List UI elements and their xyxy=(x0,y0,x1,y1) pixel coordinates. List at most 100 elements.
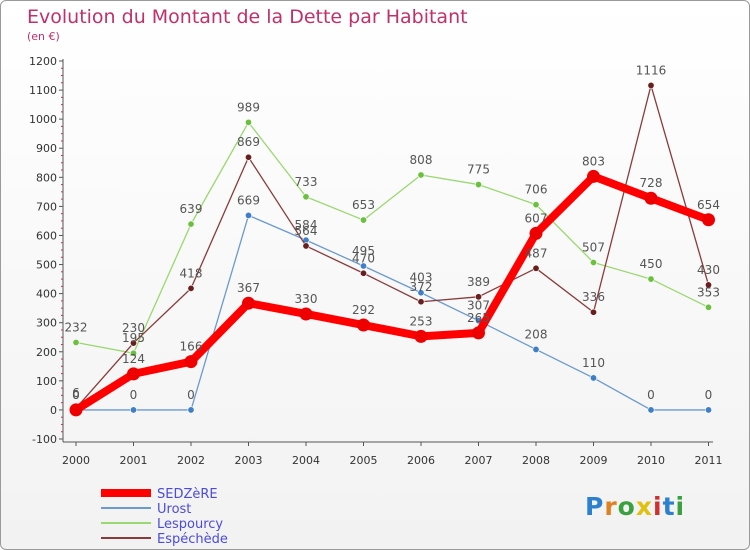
data-point xyxy=(414,329,428,343)
data-point xyxy=(589,308,597,316)
y-tick-label: 1000 xyxy=(29,113,57,126)
y-tick-label: 500 xyxy=(36,259,57,272)
data-label: 389 xyxy=(467,275,490,289)
data-point xyxy=(187,284,195,292)
data-label: 450 xyxy=(640,257,663,271)
data-label: 110 xyxy=(582,356,605,370)
data-label: 208 xyxy=(525,327,548,341)
y-tick-label: 1200 xyxy=(29,55,57,68)
data-point xyxy=(187,406,195,414)
data-point xyxy=(704,281,712,289)
data-label: 639 xyxy=(180,202,203,216)
data-point xyxy=(302,242,310,250)
axes xyxy=(62,59,713,443)
data-label: 403 xyxy=(410,271,433,285)
data-point xyxy=(704,303,712,311)
series-line-urost xyxy=(75,214,710,411)
data-point xyxy=(359,216,367,224)
data-label: 654 xyxy=(697,198,720,212)
data-point xyxy=(242,296,255,310)
data-label: 564 xyxy=(295,224,318,238)
data-label: 307 xyxy=(467,299,490,313)
logo-letter: o xyxy=(617,492,636,521)
data-label: 367 xyxy=(237,281,260,295)
y-tick-label: 600 xyxy=(36,229,57,242)
data-point xyxy=(130,406,138,414)
data-point xyxy=(69,403,83,417)
data-label: 470 xyxy=(352,251,375,265)
data-labels: 0 0 0 669 584 495 403 307 208 110 0 0 232 195 639 989 73… xyxy=(65,63,720,401)
data-point xyxy=(589,259,597,267)
data-point xyxy=(127,367,140,381)
x-tick-label: 2010 xyxy=(637,454,665,467)
x-tick-label: 2009 xyxy=(580,454,608,467)
logo-letter: i xyxy=(675,492,686,521)
data-point xyxy=(130,339,138,347)
data-point xyxy=(474,293,482,301)
y-tick-label: 200 xyxy=(36,346,57,359)
data-point xyxy=(245,211,253,219)
data-point xyxy=(647,275,655,283)
legend-label: Urost xyxy=(157,502,191,517)
legend-label: Lespourcy xyxy=(157,517,223,532)
y-tick-label: 100 xyxy=(36,375,57,388)
logo-letter: r xyxy=(604,492,618,521)
data-point xyxy=(417,289,425,297)
data-point xyxy=(417,298,425,306)
data-label: 487 xyxy=(525,246,548,260)
data-label: 808 xyxy=(410,153,433,167)
y-tick-label: 700 xyxy=(36,200,57,213)
data-point xyxy=(589,374,597,382)
series-line-sedzère xyxy=(72,172,713,414)
data-label: 803 xyxy=(582,154,605,168)
data-label: 0 xyxy=(72,388,80,402)
data-point xyxy=(187,220,195,228)
x-tick-label: 2004 xyxy=(292,454,320,467)
data-point xyxy=(532,264,540,272)
logo-letter: x xyxy=(635,492,653,521)
data-point xyxy=(245,153,253,161)
data-label: 0 xyxy=(187,388,195,402)
x-tick-label: 2007 xyxy=(465,454,493,467)
data-label: 353 xyxy=(697,285,720,299)
data-point xyxy=(359,269,367,277)
data-point xyxy=(704,406,712,414)
x-tick-label: 2005 xyxy=(350,454,378,467)
data-point xyxy=(702,213,715,227)
data-point xyxy=(532,345,540,353)
data-point xyxy=(130,349,138,357)
data-point xyxy=(299,307,313,321)
data-point xyxy=(532,201,540,209)
series-lines xyxy=(69,81,715,417)
data-label: 706 xyxy=(525,183,548,197)
data-point xyxy=(647,81,655,89)
logo-letter: P xyxy=(585,492,605,521)
data-label: 0 xyxy=(647,388,655,402)
y-tick-label: 800 xyxy=(36,171,57,184)
data-label: 253 xyxy=(410,314,433,328)
data-label: 232 xyxy=(65,320,88,334)
data-point xyxy=(647,406,655,414)
y-tick-label: 400 xyxy=(36,288,57,301)
y-tick-label: 300 xyxy=(36,317,57,330)
data-label: 1116 xyxy=(636,63,667,77)
y-tick-label: -100 xyxy=(32,433,57,446)
data-label: 728 xyxy=(640,176,663,190)
legend-label: Espéchède xyxy=(157,532,228,547)
data-point xyxy=(359,262,367,270)
data-point xyxy=(417,171,425,179)
chart-title: Evolution du Montant de la Dette par Hab… xyxy=(27,6,468,28)
data-label: 507 xyxy=(582,241,605,255)
data-point xyxy=(472,326,485,340)
x-ticks: 2000 2001 2002 2003 2004 2005 2006 2007 2008 2009… xyxy=(62,442,723,467)
data-point xyxy=(302,193,310,201)
legend-label: SEDZèRE xyxy=(157,487,218,502)
chart-unit-label: (en €) xyxy=(27,30,60,43)
data-label: 292 xyxy=(352,303,375,317)
logo-letter: i xyxy=(653,492,663,521)
series-line-espéchède xyxy=(75,84,710,409)
data-label: 669 xyxy=(237,193,260,207)
data-label: 989 xyxy=(237,100,260,114)
